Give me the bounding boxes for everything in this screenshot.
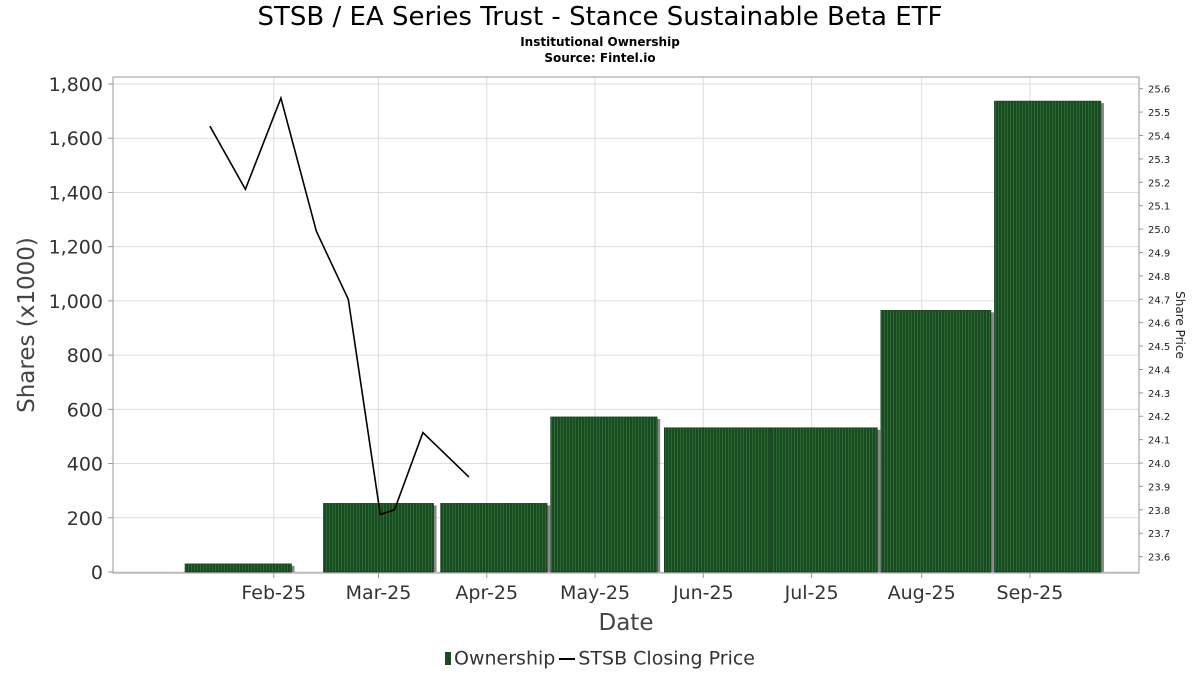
y2-tick-label: 25.1 (1148, 202, 1170, 213)
ownership-bar (880, 310, 992, 573)
y2-tick-label: 24.0 (1148, 459, 1170, 470)
ownership-legend-label: Ownership (454, 647, 556, 670)
ownership-bar (994, 100, 1102, 573)
y-tick-label: 1,000 (49, 291, 103, 313)
y-tick-label: 1,200 (49, 237, 103, 259)
y-axis-title: Shares (x1000) (14, 237, 40, 413)
chart-title: STSB / EA Series Trust - Stance Sustaina… (257, 2, 943, 32)
y2-tick-label: 25.0 (1148, 225, 1170, 236)
x-tick-label: Mar-25 (346, 582, 412, 604)
y-tick-label: 1,400 (49, 182, 103, 204)
plot-area (112, 76, 1140, 574)
y2-tick-label: 23.8 (1148, 506, 1170, 517)
y2-tick-label: 24.1 (1148, 436, 1170, 447)
y2-tick-label: 24.6 (1148, 319, 1170, 330)
y2-tick-label: 25.3 (1148, 155, 1170, 166)
y-tick-label: 0 (91, 562, 103, 584)
ownership-legend-swatch (445, 652, 452, 665)
ownership-bar (440, 503, 548, 573)
x-tick-label: Jul-25 (784, 582, 839, 604)
y2-tick-label: 24.8 (1148, 272, 1170, 283)
y2-tick-label: 24.9 (1148, 248, 1170, 259)
y2-tick-label: 24.4 (1148, 365, 1170, 376)
x-tick-label: May-25 (560, 582, 630, 604)
y2-tick-label: 25.5 (1148, 108, 1170, 119)
price-line (209, 95, 470, 516)
x-tick-label: Feb-25 (241, 582, 306, 604)
y2-tick-label: 25.6 (1148, 85, 1170, 96)
y2-tick-label: 24.5 (1148, 342, 1170, 353)
y2-tick-label: 24.3 (1148, 389, 1170, 400)
y2-tick-label: 25.2 (1148, 178, 1170, 189)
ownership-bar (184, 563, 292, 573)
y2-tick-label: 23.9 (1148, 482, 1170, 493)
y2-axis-title: Share Price (1173, 291, 1187, 359)
chart-source: Source: Fintel.io (544, 51, 656, 65)
y-tick-label: 400 (67, 454, 103, 476)
y2-tick-label: 23.6 (1148, 553, 1170, 564)
x-tick-label: Aug-25 (888, 582, 956, 604)
y2-tick-label: 23.7 (1148, 529, 1170, 540)
y2-tick-label: 25.4 (1148, 131, 1170, 142)
y-tick-label: 1,600 (49, 128, 103, 150)
price-line-layer (209, 95, 470, 516)
chart-subtitle: Institutional Ownership (520, 35, 680, 49)
left-axis-ticks: 0 200 400 600 800 1,000 1,200 1,400 1,600 1,800 (49, 74, 113, 584)
x-tick-label: Sep-25 (997, 582, 1064, 604)
right-axis-ticks: 23.6 23.7 23.8 23.9 24.0 24.1 24.2 24.3 24.4 24.5… (1139, 85, 1170, 564)
price-legend-label: STSB Closing Price (578, 647, 755, 670)
y-tick-label: 1,800 (49, 74, 103, 96)
ownership-bar (550, 416, 658, 573)
x-axis-title: Date (599, 610, 654, 636)
ownership-bar (770, 427, 878, 573)
x-tick-label: Apr-25 (455, 582, 518, 604)
y-tick-label: 800 (67, 345, 103, 367)
chart-legend: Ownership STSB Closing Price (0, 647, 1200, 670)
y-tick-label: 200 (67, 508, 103, 530)
y2-tick-label: 24.7 (1148, 295, 1170, 306)
x-axis-ticks: Feb-25 Mar-25 Apr-25 May-25 Jun-25 Jul-25 Aug-… (241, 573, 1063, 604)
ownership-bar (663, 427, 772, 573)
y2-tick-label: 24.2 (1148, 412, 1170, 423)
x-tick-label: Jun-25 (672, 582, 734, 604)
ownership-bars (184, 100, 1104, 573)
y-tick-label: 600 (67, 399, 103, 421)
ownership-bar (323, 503, 434, 573)
price-legend-swatch (559, 657, 576, 660)
